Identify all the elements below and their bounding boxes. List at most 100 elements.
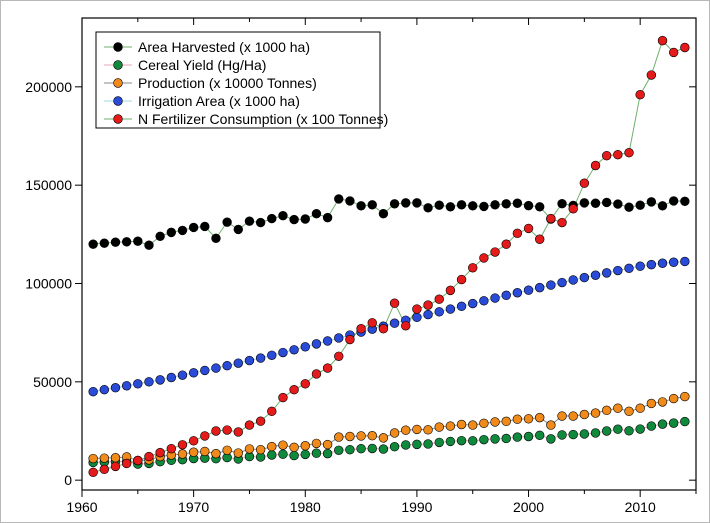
marker [647,422,656,431]
marker [602,151,611,160]
marker [245,445,254,454]
marker [613,404,622,413]
marker [636,404,645,413]
marker [390,442,399,451]
legend-marker [114,97,123,106]
marker [200,222,209,231]
marker [401,441,410,450]
marker [658,420,667,429]
marker [625,148,634,157]
marker [111,383,120,392]
marker [301,379,310,388]
marker [200,366,209,375]
marker [145,377,154,386]
marker [368,318,377,327]
marker [200,447,209,456]
marker [479,296,488,305]
marker [312,209,321,218]
marker [602,198,611,207]
marker [234,449,243,458]
marker [212,427,221,436]
marker [379,209,388,218]
marker [457,436,466,445]
marker [524,414,533,423]
marker [424,440,433,449]
marker [558,199,567,208]
marker [669,197,678,206]
series-markers-irrigation-area [89,257,689,396]
marker [401,426,410,435]
marker [535,413,544,422]
marker [591,199,600,208]
marker [502,199,511,208]
marker [636,201,645,210]
marker [658,259,667,268]
marker [424,425,433,434]
marker [301,342,310,351]
legend-marker [114,43,123,52]
marker [591,429,600,438]
y-tick-label: 150000 [25,177,72,193]
marker [647,197,656,206]
marker [379,433,388,442]
marker [234,359,243,368]
legend-label: Production (x 10000 Tonnes) [138,75,317,91]
marker [468,421,477,430]
marker [546,421,555,430]
marker [234,428,243,437]
marker [133,456,142,465]
marker [189,368,198,377]
marker [323,364,332,373]
legend-marker [114,115,123,124]
marker [535,431,544,440]
marker [212,364,221,373]
marker [156,375,165,384]
marker [178,371,187,380]
marker [346,335,355,344]
marker [379,445,388,454]
marker [524,224,533,233]
marker [569,412,578,421]
marker [569,204,578,213]
marker [290,443,299,452]
marker [491,248,500,257]
marker [513,433,522,442]
marker [680,417,689,426]
marker [502,434,511,443]
legend-label: N Fertilizer Consumption (x 100 Tonnes) [138,111,388,127]
marker [680,392,689,401]
marker [569,276,578,285]
marker [346,445,355,454]
marker [457,420,466,429]
marker [446,286,455,295]
marker [546,281,555,290]
marker [613,266,622,275]
marker [357,432,366,441]
marker [613,150,622,159]
marker [267,407,276,416]
agricultural-trends-chart: 1960197019801990200020100500001000001500… [0,0,710,523]
marker [479,202,488,211]
marker [435,423,444,432]
marker [122,237,131,246]
marker [558,412,567,421]
marker [647,260,656,269]
marker [357,201,366,210]
marker [357,444,366,453]
marker [658,36,667,45]
marker [390,299,399,308]
marker [457,275,466,284]
marker [446,422,455,431]
marker [145,452,154,461]
legend-label: Cereal Yield (Hg/Ha) [138,57,266,73]
marker [312,339,321,348]
marker [524,201,533,210]
marker [346,197,355,206]
marker [368,444,377,453]
marker [602,406,611,415]
marker [413,305,422,314]
marker [267,451,276,460]
marker [669,258,678,267]
marker [234,225,243,234]
marker [546,214,555,223]
